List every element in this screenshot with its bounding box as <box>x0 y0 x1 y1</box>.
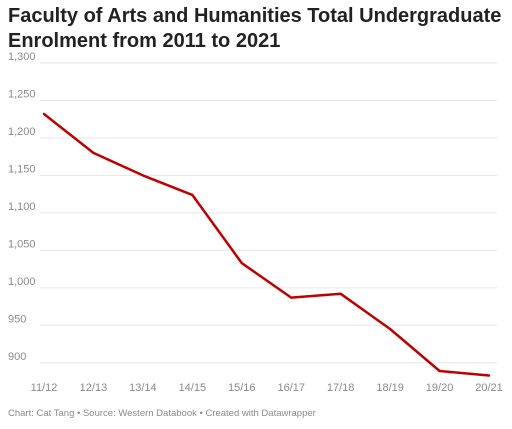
x-tick-label: 17/18 <box>327 382 355 394</box>
series-line <box>42 112 491 377</box>
gridlines <box>40 62 497 364</box>
x-tick-label: 18/19 <box>376 382 404 394</box>
y-tick-label: 1,200 <box>8 126 36 138</box>
y-axis-tick-labels: 900 950 1,000 1,050 1,100 1,150 1,200 1,250 1,30… <box>8 51 36 363</box>
y-tick-label: 1,250 <box>8 88 36 100</box>
x-tick-label: 14/15 <box>179 382 207 394</box>
y-tick-label: 900 <box>8 351 26 363</box>
x-tick-label: 11/12 <box>31 382 58 394</box>
chart-footer: Chart: Cat Tang • Source: Western Databo… <box>8 408 316 419</box>
x-tick-label: 13/14 <box>129 382 157 394</box>
y-tick-label: 1,300 <box>8 51 36 63</box>
x-axis-tick-labels: 11/12 12/13 13/14 14/15 15/16 16/17 17/18 18/19… <box>31 382 503 394</box>
chart-title: Faculty of Arts and Humanities Total Und… <box>8 5 502 52</box>
x-tick-label: 20/21 <box>475 382 503 394</box>
series-lines <box>42 112 491 377</box>
y-tick-label: 1,050 <box>8 238 36 250</box>
x-tick-label: 15/16 <box>228 382 256 394</box>
y-tick-label: 1,150 <box>8 163 36 175</box>
x-tick-label: 16/17 <box>277 382 305 394</box>
x-tick-label: 19/20 <box>426 382 454 394</box>
x-tick-label: 12/13 <box>80 382 108 394</box>
y-tick-label: 1,100 <box>8 201 36 213</box>
y-tick-label: 950 <box>8 313 26 325</box>
y-tick-label: 1,000 <box>8 276 36 288</box>
